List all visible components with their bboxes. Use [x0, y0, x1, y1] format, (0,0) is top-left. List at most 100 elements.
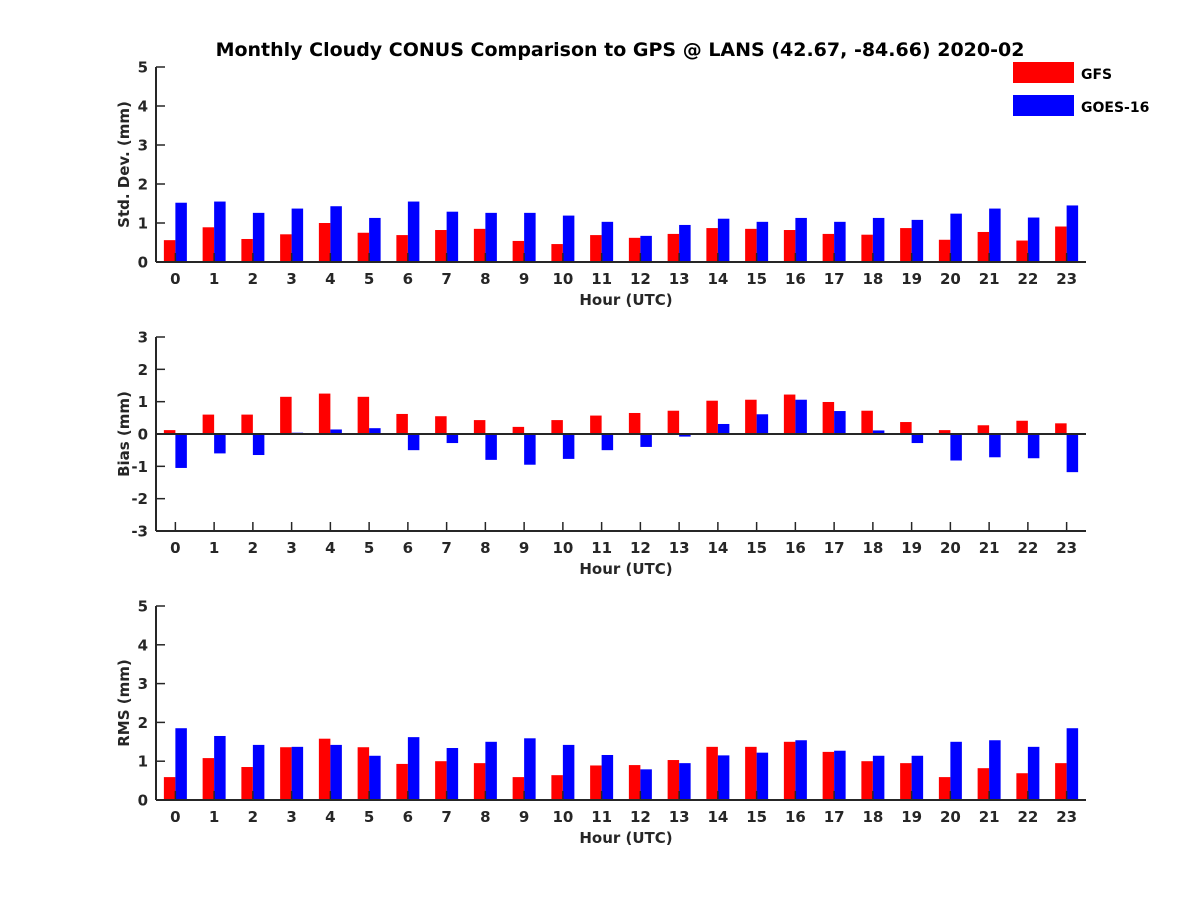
x-tick-label-rms-16: 16 — [785, 808, 806, 826]
x-tick-label-rms-11: 11 — [591, 808, 612, 826]
bar-bias-goes16-20 — [950, 434, 962, 461]
x-tick-label-rms-18: 18 — [862, 808, 883, 826]
x-tick-label-bias-7: 7 — [441, 539, 451, 557]
y-tick-label-std-dev-0: 0 — [138, 254, 148, 272]
x-tick-label-bias-9: 9 — [519, 539, 529, 557]
y-tick-label-bias-3: 0 — [138, 426, 148, 444]
bar-rms-goes16-23 — [1066, 728, 1079, 800]
bar-rms-goes16-18 — [872, 755, 885, 800]
y-tick-label-std-dev-3: 3 — [138, 137, 148, 155]
bar-bias-gfs-19 — [900, 422, 912, 434]
bar-bias-gfs-16 — [783, 394, 796, 434]
bar-rms-gfs-5 — [357, 747, 370, 800]
x-tick-label-std-dev-14: 14 — [707, 270, 728, 288]
bar-std-dev-goes16-6 — [407, 201, 420, 262]
bar-std-dev-goes16-23 — [1066, 205, 1079, 262]
bar-bias-gfs-18 — [861, 410, 873, 434]
x-tick-label-rms-6: 6 — [403, 808, 413, 826]
bar-bias-gfs-7 — [435, 416, 447, 434]
bar-bias-goes16-22 — [1027, 434, 1040, 459]
bar-bias-goes16-23 — [1066, 434, 1079, 473]
x-tick-label-std-dev-13: 13 — [669, 270, 690, 288]
bar-bias-goes16-15 — [756, 414, 769, 434]
y-tick-label-std-dev-1: 1 — [138, 215, 148, 233]
bar-rms-gfs-22 — [1016, 773, 1028, 800]
bar-std-dev-goes16-13 — [679, 224, 691, 262]
x-tick-label-rms-23: 23 — [1056, 808, 1077, 826]
y-axis-label-std-dev: Std. Dev. (mm) — [115, 101, 133, 228]
x-tick-label-std-dev-11: 11 — [591, 270, 612, 288]
bar-rms-gfs-18 — [861, 761, 873, 800]
x-axis-label-bias: Hour (UTC) — [579, 560, 672, 578]
y-tick-label-std-dev-4: 4 — [138, 98, 148, 116]
bar-bias-gfs-5 — [357, 396, 370, 434]
bar-std-dev-gfs-21 — [977, 231, 990, 262]
x-tick-label-std-dev-15: 15 — [746, 270, 767, 288]
bar-rms-goes16-21 — [989, 740, 1001, 800]
x-tick-label-bias-12: 12 — [630, 539, 651, 557]
bar-rms-gfs-6 — [396, 763, 408, 800]
x-tick-label-std-dev-0: 0 — [170, 270, 180, 288]
x-tick-label-rms-14: 14 — [707, 808, 728, 826]
bar-bias-goes16-12 — [640, 434, 652, 447]
bar-std-dev-goes16-19 — [911, 219, 924, 262]
bar-bias-gfs-15 — [745, 399, 757, 434]
x-tick-label-std-dev-5: 5 — [364, 270, 374, 288]
bar-std-dev-goes16-16 — [795, 217, 807, 262]
bar-rms-gfs-13 — [667, 760, 680, 800]
x-tick-label-bias-23: 23 — [1056, 539, 1077, 557]
bar-std-dev-goes16-17 — [834, 221, 846, 262]
x-tick-label-bias-8: 8 — [480, 539, 490, 557]
y-axis-label-bias: Bias (mm) — [115, 391, 133, 477]
bar-rms-goes16-20 — [950, 741, 962, 800]
bar-bias-gfs-6 — [396, 413, 408, 434]
bar-std-dev-gfs-8 — [473, 228, 486, 262]
bar-rms-goes16-14 — [717, 755, 730, 800]
bar-bias-goes16-17 — [834, 411, 846, 434]
bar-rms-gfs-17 — [822, 751, 835, 800]
bar-rms-goes16-0 — [175, 728, 187, 800]
x-tick-label-bias-15: 15 — [746, 539, 767, 557]
bar-rms-gfs-16 — [783, 741, 796, 800]
bar-std-dev-gfs-11 — [590, 235, 602, 262]
bar-std-dev-gfs-20 — [938, 239, 951, 262]
bar-std-dev-gfs-14 — [706, 228, 718, 262]
bar-bias-gfs-8 — [473, 420, 486, 434]
x-tick-label-std-dev-7: 7 — [441, 270, 451, 288]
x-tick-label-rms-3: 3 — [286, 808, 296, 826]
bar-rms-goes16-11 — [601, 754, 614, 800]
bar-std-dev-goes16-0 — [175, 202, 187, 262]
bar-bias-gfs-1 — [202, 414, 215, 434]
bar-rms-gfs-8 — [473, 763, 486, 800]
bar-bias-gfs-3 — [280, 396, 292, 434]
x-tick-label-bias-11: 11 — [591, 539, 612, 557]
bar-std-dev-gfs-22 — [1016, 240, 1028, 262]
bar-std-dev-gfs-17 — [822, 233, 835, 262]
y-tick-label-bias-6: 3 — [138, 329, 148, 347]
x-tick-label-std-dev-23: 23 — [1056, 270, 1077, 288]
bar-std-dev-gfs-19 — [900, 228, 912, 262]
bar-std-dev-goes16-11 — [601, 221, 614, 262]
legend: GFS GOES-16 — [1013, 62, 1149, 116]
bar-rms-goes16-1 — [214, 735, 226, 800]
x-tick-label-bias-3: 3 — [286, 539, 296, 557]
chart-title: Monthly Cloudy CONUS Comparison to GPS @… — [216, 39, 1025, 61]
y-tick-label-bias-2: -1 — [131, 458, 148, 476]
bar-bias-gfs-20 — [938, 430, 951, 434]
bar-bias-goes16-14 — [717, 423, 730, 434]
bar-rms-goes16-17 — [834, 750, 846, 800]
x-tick-label-std-dev-21: 21 — [979, 270, 1000, 288]
x-tick-label-std-dev-1: 1 — [209, 270, 219, 288]
x-tick-label-std-dev-4: 4 — [325, 270, 335, 288]
bar-rms-goes16-8 — [485, 741, 497, 800]
bar-bias-gfs-2 — [241, 414, 253, 434]
x-tick-label-bias-10: 10 — [552, 539, 573, 557]
x-tick-label-rms-2: 2 — [248, 808, 258, 826]
x-tick-label-bias-22: 22 — [1017, 539, 1038, 557]
y-tick-label-rms-1: 1 — [138, 753, 148, 771]
